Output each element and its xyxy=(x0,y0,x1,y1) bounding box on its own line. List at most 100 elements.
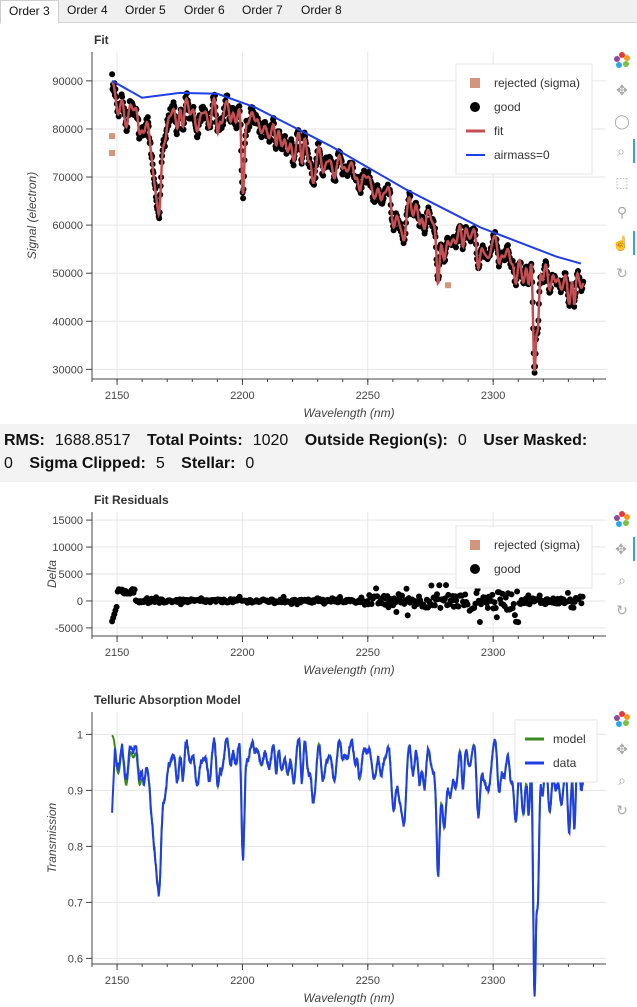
good-point xyxy=(180,126,187,133)
x-tick-label: 2250 xyxy=(356,647,380,659)
reset-icon[interactable]: ↻ xyxy=(616,264,628,281)
pan-icon[interactable]: ✥ xyxy=(609,537,635,561)
tap-icon[interactable]: ☝ xyxy=(609,231,635,255)
total-points-value: 1020 xyxy=(252,432,289,449)
tab-order-6[interactable]: Order 6 xyxy=(184,3,225,17)
residual-point xyxy=(484,604,491,611)
rejected-point xyxy=(109,133,116,140)
bokeh-logo-icon[interactable] xyxy=(609,48,635,72)
fit-statistics: RMS: 1688.8517 Total Points: 1020 Outside … xyxy=(0,424,637,482)
residual-point xyxy=(131,586,138,593)
reset-icon[interactable]: ↻ xyxy=(616,801,628,818)
residual-point xyxy=(511,612,518,619)
residual-points xyxy=(109,579,586,626)
data-line xyxy=(111,736,585,997)
y-tick-label: 40000 xyxy=(52,316,83,328)
legend-box xyxy=(455,525,593,589)
reset-icon[interactable]: ↻ xyxy=(616,601,628,618)
y-axis-label: Delta xyxy=(45,560,59,588)
residual-point xyxy=(448,597,455,604)
box-select-icon[interactable]: ⬚ xyxy=(615,173,629,190)
good-point xyxy=(144,114,151,121)
stellar-label: Stellar: xyxy=(181,455,236,472)
order-tabs: Order 3 Order 4 Order 5 Order 6 Order 7 … xyxy=(0,0,637,24)
legend-glyph xyxy=(470,540,480,550)
tab-order-7[interactable]: Order 7 xyxy=(242,3,283,17)
tab-order-8[interactable]: Order 8 xyxy=(301,3,342,17)
residual-point xyxy=(462,591,469,598)
good-point xyxy=(384,181,391,188)
y-tick-label: 70000 xyxy=(52,172,83,184)
x-tick-label: 2200 xyxy=(230,390,254,402)
fit-line xyxy=(111,80,585,372)
good-point xyxy=(190,103,197,110)
y-tick-label: 30000 xyxy=(52,364,83,376)
good-point xyxy=(258,134,265,141)
residual-point xyxy=(385,604,392,611)
good-point xyxy=(571,303,578,310)
y-tick-label: 60000 xyxy=(52,220,83,232)
bokeh-logo-icon[interactable] xyxy=(609,707,635,731)
residual-point xyxy=(374,593,381,600)
stellar-value: 0 xyxy=(245,455,255,472)
y-tick-label: 50000 xyxy=(52,268,83,280)
y-tick-label: 90000 xyxy=(52,76,83,88)
tab-order-3[interactable]: Order 3 xyxy=(0,0,59,24)
x-tick-label: 2150 xyxy=(105,647,129,659)
y-tick-label: 15000 xyxy=(52,515,83,527)
x-tick-label: 2200 xyxy=(230,647,254,659)
good-point xyxy=(290,162,297,169)
residual-point xyxy=(373,585,380,592)
y-tick-label: 1 xyxy=(77,729,83,741)
sigma-clipped-label: Sigma Clipped: xyxy=(29,455,146,472)
legend: rejected (sigma) good fit airmass=0 xyxy=(455,63,593,175)
good-point xyxy=(575,268,581,274)
x-tick-label: 2300 xyxy=(481,975,505,987)
residual-point xyxy=(491,599,498,606)
residual-point xyxy=(436,582,443,589)
rms-label: RMS: xyxy=(4,432,45,449)
wheel-zoom-icon[interactable]: ⚲ xyxy=(616,203,628,220)
y-tick-label: 0.7 xyxy=(68,897,83,909)
user-masked-value: 0 xyxy=(4,455,13,472)
pan-icon[interactable]: ✥ xyxy=(616,81,628,98)
x-axis-label: Wavelength (nm) xyxy=(303,663,394,677)
residual-point xyxy=(399,592,405,599)
box-zoom-icon[interactable]: ⌕ xyxy=(609,139,635,163)
good-point xyxy=(332,177,339,184)
residual-point xyxy=(113,603,120,610)
good-point xyxy=(531,369,538,376)
residual-point xyxy=(455,603,462,610)
good-point xyxy=(365,169,372,175)
airmass-line xyxy=(111,80,582,265)
lasso-icon[interactable]: ◯ xyxy=(614,112,630,129)
y-tick-label: 0 xyxy=(77,596,83,608)
bokeh-logo-icon[interactable] xyxy=(609,507,635,531)
legend-glyph xyxy=(470,564,480,574)
tab-order-4[interactable]: Order 4 xyxy=(67,3,108,17)
y-tick-label: 0.9 xyxy=(68,785,83,797)
good-point xyxy=(453,244,459,251)
chart-frame: Fit Residuals 2150 2200 2250 2300 -5000 0 5000 1… xyxy=(45,493,606,677)
telluric-chart: Telluric Absorption Model 2150 2200 2250 230… xyxy=(45,693,606,1005)
legend-label: good xyxy=(494,100,521,114)
good-point xyxy=(240,195,247,202)
y-tick-label: 5000 xyxy=(59,569,83,581)
box-zoom-icon[interactable]: ⌕ xyxy=(618,571,626,588)
legend: model data xyxy=(514,719,598,783)
residual-point xyxy=(393,609,400,615)
legend-label: rejected (sigma) xyxy=(494,76,580,90)
legend-glyph xyxy=(470,78,480,88)
good-point xyxy=(115,113,122,120)
residuals-chart: Fit Residuals 2150 2200 2250 2300 -5000 0 5000 1… xyxy=(45,493,606,677)
y-tick-label: -5000 xyxy=(55,623,83,635)
residual-point xyxy=(578,600,585,607)
legend: rejected (sigma) good xyxy=(455,525,593,589)
box-zoom-icon[interactable]: ⌕ xyxy=(618,771,626,788)
residual-point xyxy=(437,604,444,611)
pan-icon[interactable]: ✥ xyxy=(616,740,628,757)
legend-label: good xyxy=(494,562,521,576)
x-axis-label: Wavelength (nm) xyxy=(303,406,394,420)
y-tick-label: 0.8 xyxy=(68,841,83,853)
tab-order-5[interactable]: Order 5 xyxy=(125,3,166,17)
